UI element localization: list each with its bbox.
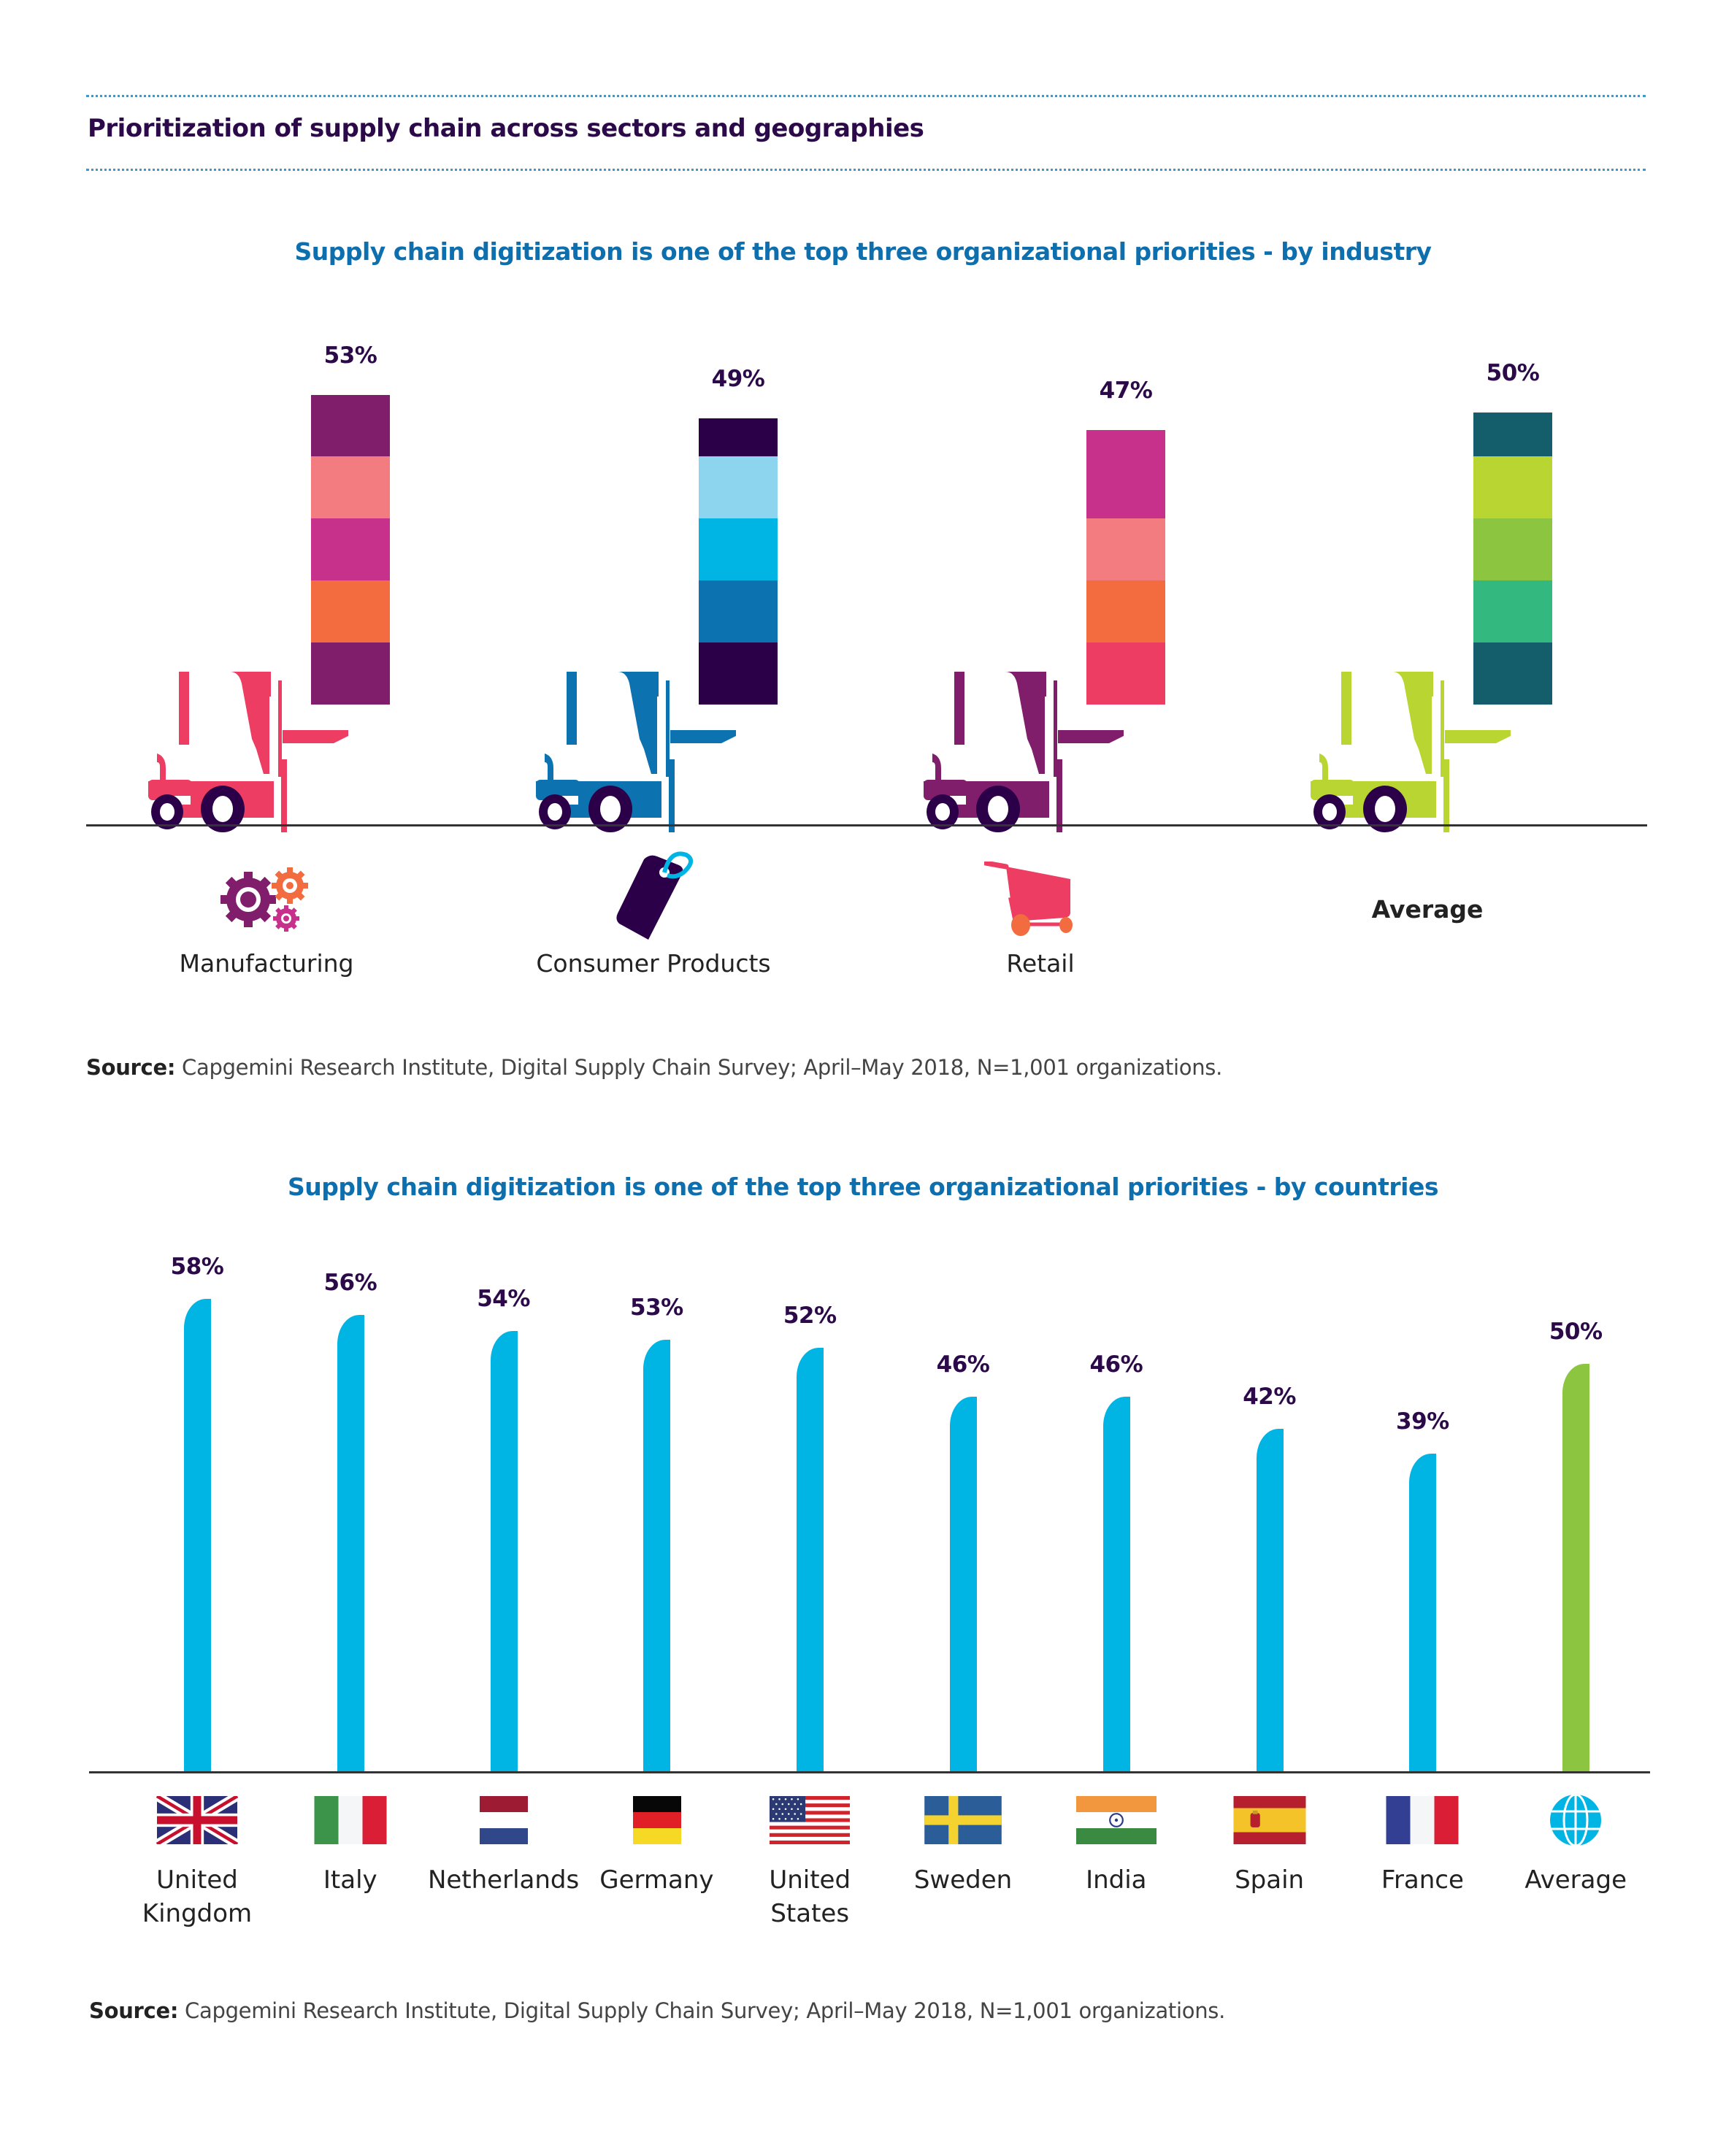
industry-chart-title: Supply chain digitization is one of the … [294,237,1432,266]
data-label: 52% [783,1302,837,1329]
country-source-note: Source: Capgemini Research Institute, Di… [89,1998,1225,2023]
price-tag-icon [606,851,708,945]
tick-label: United Kingdom [117,1863,277,1930]
tick-label-line: Average [1524,1865,1627,1895]
title-divider [86,169,1646,171]
source-text: Capgemini Research Institute, Digital Su… [182,1055,1222,1080]
bar [797,1347,824,1771]
bar-segment [1473,580,1552,642]
bar [1409,1453,1437,1771]
data-label: 42% [1243,1384,1296,1411]
tick-label: United States [729,1863,890,1930]
data-label: 56% [323,1270,377,1297]
bar [1256,1429,1284,1771]
bar [950,1396,977,1771]
page-title: Prioritization of supply chain across se… [88,114,924,143]
category-label-consumer-products: Consumer Products [536,949,771,978]
bar-segment [699,642,778,705]
tick-label-line: Italy [323,1865,377,1895]
bar-segment [1086,430,1165,518]
india-flag-icon [1075,1796,1157,1844]
source-label: Source: [89,1998,179,2023]
netherlands-flag-icon [463,1796,545,1844]
tick-label-line: Netherlands [427,1865,580,1895]
forklift-icon [1311,672,1511,832]
bar [1102,1396,1130,1771]
bar-segment [311,518,390,580]
tick-label: Spain [1189,1863,1350,1897]
source-text: Capgemini Research Institute, Digital Su… [185,1998,1225,2023]
bar-segment [699,456,778,518]
bar [643,1339,671,1771]
tick-label-line: States [770,1899,850,1928]
tick-label: Netherlands [423,1863,584,1897]
tick-label: Germany [576,1863,737,1897]
data-label: 46% [1089,1351,1143,1378]
germany-flag-icon [616,1796,698,1844]
sweden-flag-icon [922,1796,1004,1844]
tick-label: Italy [270,1863,431,1897]
uk-flag-icon [156,1796,238,1844]
tick-label-line: Sweden [913,1865,1013,1895]
source-label: Source: [86,1055,176,1080]
data-label: 53% [630,1294,683,1321]
bar [184,1298,211,1771]
bar-segment [699,518,778,580]
data-label: 54% [477,1286,530,1313]
data-label: 46% [936,1351,990,1378]
forklift-icon [148,672,348,832]
bar-segment [1473,456,1552,518]
tick-label-line: India [1086,1865,1147,1895]
data-label: 50% [1486,360,1540,386]
data-label: 58% [170,1253,224,1280]
data-label: 49% [711,366,765,392]
bar [337,1315,364,1771]
category-label-average: Average [1371,895,1484,924]
bar-segment [311,456,390,518]
bar-segment [699,418,778,456]
industry-source-note: Source: Capgemini Research Institute, Di… [86,1055,1222,1080]
top-divider [86,95,1646,97]
italy-flag-icon [310,1796,391,1844]
forklift-icon [924,672,1124,832]
tick-label-line: Germany [599,1865,714,1895]
bar-segment [1086,580,1165,642]
bar-segment [311,642,390,705]
tick-label: Average [1495,1863,1656,1897]
spain-flag-icon [1229,1796,1311,1844]
bar-segment [1086,518,1165,580]
tick-label-line: United [156,1865,238,1895]
country-chart-title: Supply chain digitization is one of the … [288,1173,1439,1201]
tick-label: India [1036,1863,1197,1897]
tick-label-line: United [769,1865,851,1895]
industry-axis-line [86,824,1647,826]
bar [1562,1364,1590,1771]
data-label: 47% [1099,377,1153,404]
gears-icon [219,862,314,935]
data-label: 39% [1396,1408,1449,1435]
country-axis-line [89,1771,1650,1773]
usa-flag-icon [769,1796,851,1844]
bar-segment [1086,642,1165,705]
tick-label-line: Kingdom [142,1899,253,1928]
data-label: 53% [323,342,377,369]
shopping-cart-icon [984,862,1079,942]
bar-segment [311,580,390,642]
globe-icon [1535,1793,1616,1847]
tick-label-line: Spain [1235,1865,1305,1895]
category-label-manufacturing: Manufacturing [179,949,354,978]
bar-segment [311,395,390,456]
bar [490,1331,518,1771]
data-label: 50% [1549,1319,1603,1345]
bar-segment [699,580,778,642]
tick-label: France [1342,1863,1503,1897]
france-flag-icon [1381,1796,1463,1844]
tick-label: Sweden [883,1863,1043,1897]
tick-label-line: France [1381,1865,1464,1895]
bar-segment [1473,518,1552,580]
bar-segment [1473,413,1552,456]
forklift-icon [536,672,736,832]
category-label-retail: Retail [1006,949,1075,978]
bar-segment [1473,642,1552,705]
